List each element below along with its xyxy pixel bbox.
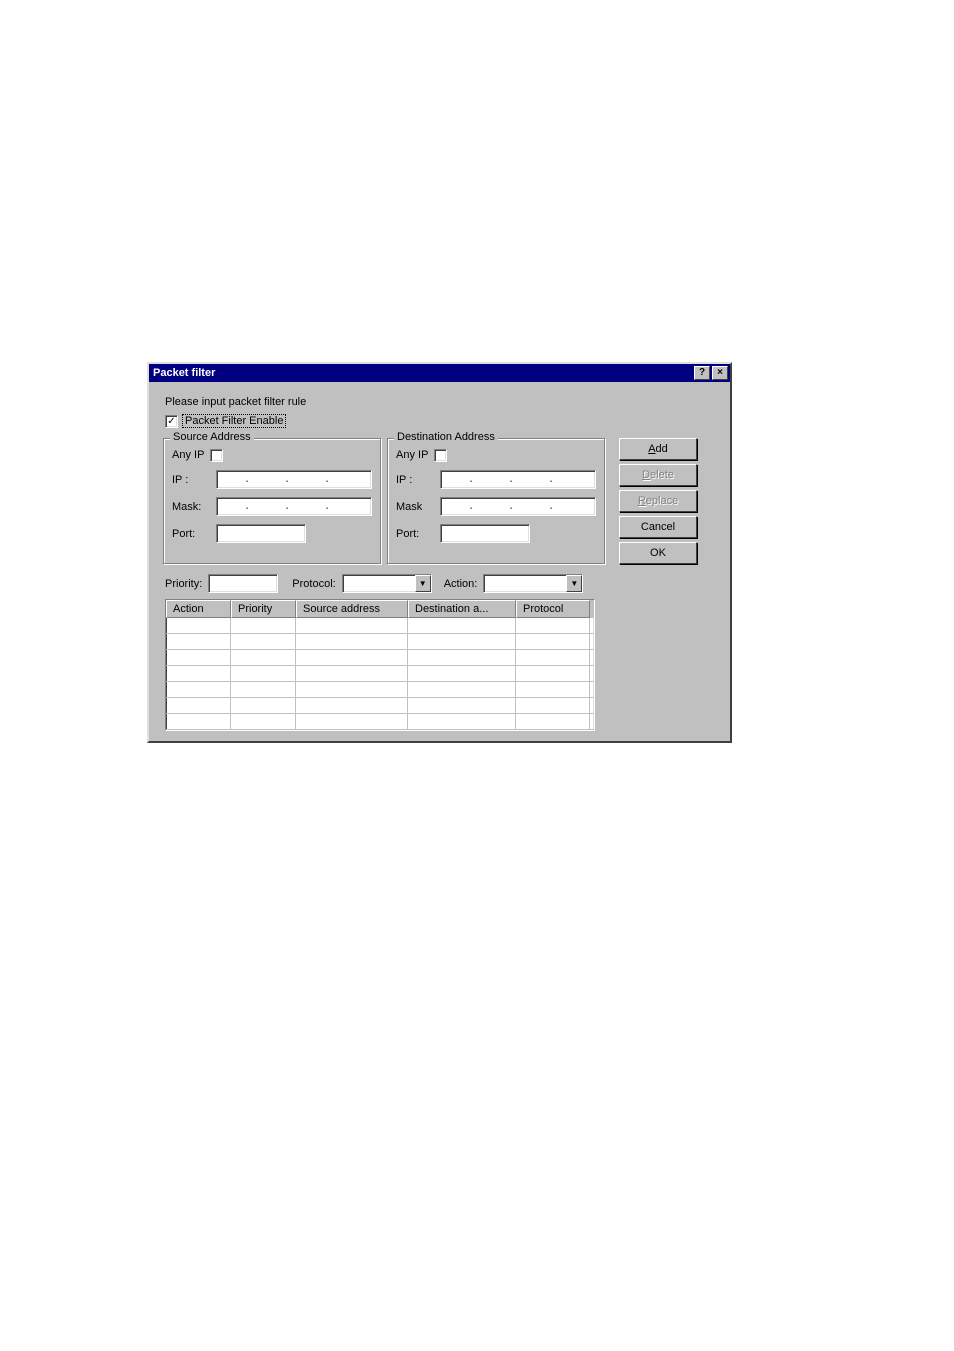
add-button[interactable]: Add <box>619 438 697 460</box>
dest-ip-input[interactable]: . . . <box>440 470 596 489</box>
action-combo[interactable]: ▼ <box>483 574 583 593</box>
priority-label: Priority: <box>165 578 202 590</box>
list-item[interactable] <box>166 634 594 650</box>
dest-anyip-label: Any IP <box>396 449 428 461</box>
priority-input[interactable] <box>208 574 278 593</box>
chevron-down-icon[interactable]: ▼ <box>415 575 431 592</box>
source-address-legend: Source Address <box>170 431 254 443</box>
protocol-label: Protocol: <box>292 578 335 590</box>
list-item[interactable] <box>166 666 594 682</box>
source-port-label: Port: <box>172 528 216 540</box>
packet-filter-dialog: Packet filter ? × Please input packet fi… <box>147 362 732 743</box>
rules-listview[interactable]: Action Priority Source address Destinati… <box>165 599 595 731</box>
titlebar: Packet filter ? × <box>149 364 730 382</box>
destination-address-group: Destination Address Any IP IP : . . . Ma… <box>387 438 605 564</box>
dest-ip-label: IP : <box>396 474 440 486</box>
source-mask-label: Mask: <box>172 501 216 513</box>
col-destination[interactable]: Destination a... <box>408 600 516 618</box>
dest-port-label: Port: <box>396 528 440 540</box>
col-priority[interactable]: Priority <box>231 600 296 618</box>
col-source[interactable]: Source address <box>296 600 408 618</box>
list-item[interactable] <box>166 682 594 698</box>
source-anyip-checkbox[interactable] <box>210 449 223 462</box>
list-item[interactable] <box>166 618 594 634</box>
list-item[interactable] <box>166 698 594 714</box>
ok-button[interactable]: OK <box>619 542 697 564</box>
listview-header: Action Priority Source address Destinati… <box>166 600 594 618</box>
action-label: Action: <box>444 578 478 590</box>
list-item[interactable] <box>166 714 594 730</box>
source-mask-input[interactable]: . . . <box>216 497 372 516</box>
instruction-text: Please input packet filter rule <box>165 396 722 408</box>
cancel-button[interactable]: Cancel <box>619 516 697 538</box>
source-port-input[interactable] <box>216 524 306 543</box>
close-icon[interactable]: × <box>712 366 728 380</box>
window-title: Packet filter <box>153 367 692 379</box>
destination-address-legend: Destination Address <box>394 431 498 443</box>
replace-button[interactable]: Replace <box>619 490 697 512</box>
dest-anyip-checkbox[interactable] <box>434 449 447 462</box>
packet-filter-enable-label: Packet Filter Enable <box>182 414 286 428</box>
col-protocol[interactable]: Protocol <box>516 600 590 618</box>
delete-button[interactable]: Delete <box>619 464 697 486</box>
listview-body <box>166 618 594 730</box>
dest-port-input[interactable] <box>440 524 530 543</box>
help-icon[interactable]: ? <box>694 366 710 380</box>
source-anyip-label: Any IP <box>172 449 204 461</box>
source-ip-label: IP : <box>172 474 216 486</box>
list-item[interactable] <box>166 650 594 666</box>
chevron-down-icon[interactable]: ▼ <box>566 575 582 592</box>
source-address-group: Source Address Any IP IP : . . . Mask: .… <box>163 438 381 564</box>
source-ip-input[interactable]: . . . <box>216 470 372 489</box>
dest-mask-input[interactable]: . . . <box>440 497 596 516</box>
dest-mask-label: Mask <box>396 501 440 513</box>
packet-filter-enable-checkbox[interactable] <box>165 415 178 428</box>
col-action[interactable]: Action <box>166 600 231 618</box>
protocol-combo[interactable]: ▼ <box>342 574 432 593</box>
